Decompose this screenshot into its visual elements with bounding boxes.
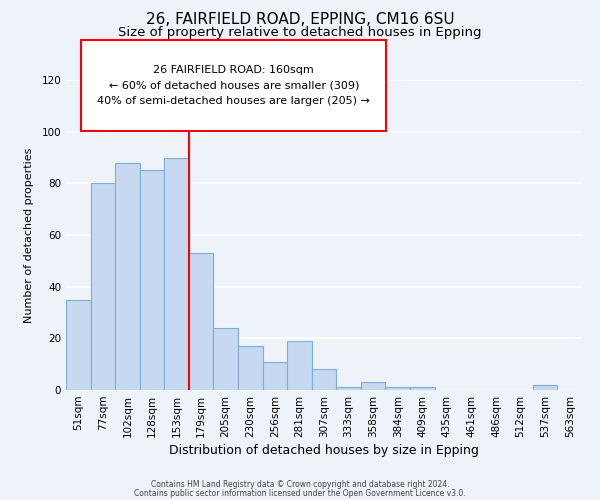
Bar [263,362,287,390]
Bar [140,170,164,390]
Bar [361,382,385,390]
Bar [189,253,214,390]
Y-axis label: Number of detached properties: Number of detached properties [25,148,34,322]
Bar [336,388,361,390]
Bar [410,388,434,390]
X-axis label: Distribution of detached houses by size in Epping: Distribution of detached houses by size … [169,444,479,457]
Text: 26, FAIRFIELD ROAD, EPPING, CM16 6SU: 26, FAIRFIELD ROAD, EPPING, CM16 6SU [146,12,454,28]
Bar [312,370,336,390]
Text: Size of property relative to detached houses in Epping: Size of property relative to detached ho… [118,26,482,39]
Text: 26 FAIRFIELD ROAD: 160sqm
← 60% of detached houses are smaller (309)
40% of semi: 26 FAIRFIELD ROAD: 160sqm ← 60% of detac… [97,65,370,106]
FancyBboxPatch shape [82,40,386,131]
Bar [164,158,189,390]
Bar [115,162,140,390]
Bar [385,388,410,390]
Text: Contains public sector information licensed under the Open Government Licence v3: Contains public sector information licen… [134,488,466,498]
Bar [238,346,263,390]
Bar [91,184,115,390]
Bar [287,341,312,390]
Bar [533,385,557,390]
Bar [66,300,91,390]
Bar [214,328,238,390]
Text: Contains HM Land Registry data © Crown copyright and database right 2024.: Contains HM Land Registry data © Crown c… [151,480,449,489]
